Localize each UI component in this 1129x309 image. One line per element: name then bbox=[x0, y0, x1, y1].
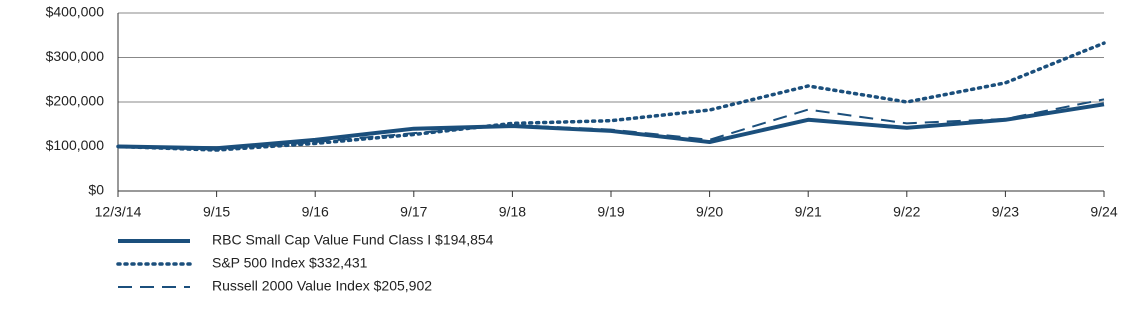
x-tick-label: 9/23 bbox=[992, 204, 1019, 220]
data-line bbox=[116, 41, 1106, 152]
y-tick-label: $0 bbox=[88, 182, 104, 198]
legend-label: S&P 500 Index $332,431 bbox=[212, 255, 368, 271]
data-line bbox=[117, 102, 1105, 151]
x-tick-label: 9/20 bbox=[696, 204, 723, 220]
legend-label: Russell 2000 Value Index $205,902 bbox=[212, 278, 432, 294]
y-tick-label: $400,000 bbox=[46, 4, 105, 20]
x-tick-label: 9/19 bbox=[597, 204, 624, 220]
x-tick-label: 9/18 bbox=[499, 204, 526, 220]
y-tick-label: $200,000 bbox=[46, 93, 105, 109]
y-tick-label: $100,000 bbox=[46, 137, 105, 153]
legend-label: RBC Small Cap Value Fund Class I $194,85… bbox=[212, 232, 494, 248]
x-tick-label: 9/22 bbox=[893, 204, 920, 220]
x-tick-label: 9/16 bbox=[302, 204, 329, 220]
x-tick-label: 9/15 bbox=[203, 204, 230, 220]
x-tick-label: 9/21 bbox=[795, 204, 822, 220]
x-tick-label: 12/3/14 bbox=[95, 204, 142, 220]
data-line bbox=[117, 98, 1105, 151]
x-tick-label: 9/24 bbox=[1090, 204, 1117, 220]
y-tick-label: $300,000 bbox=[46, 48, 105, 64]
x-tick-label: 9/17 bbox=[400, 204, 427, 220]
